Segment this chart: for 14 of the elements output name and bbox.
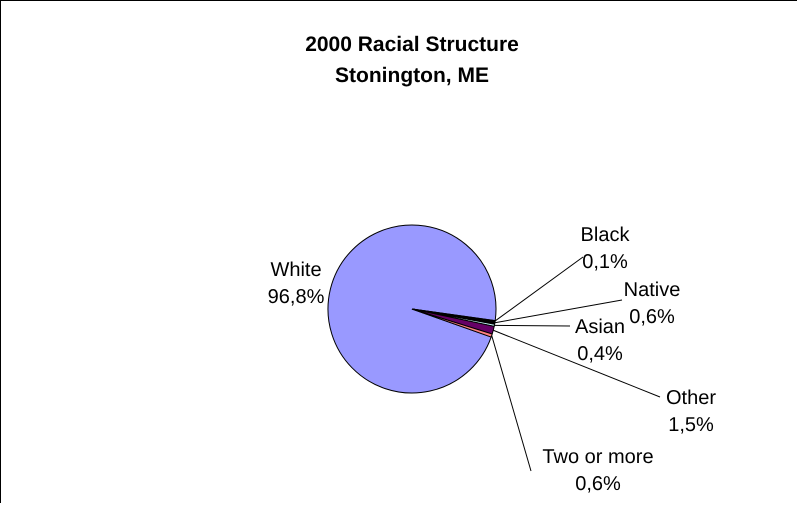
data-label: 0,6% — [629, 306, 676, 328]
data-label: 0,4% — [577, 343, 624, 365]
data-label: 0,6% — [575, 473, 622, 495]
slice-label: Black — [580, 224, 630, 246]
data-label: 1,5% — [668, 414, 714, 436]
slice-label: Two or more — [542, 446, 654, 468]
slice-label: White — [270, 259, 322, 281]
chart-title: 2000 Racial Structure — [305, 33, 519, 56]
slice-label: Asian — [574, 316, 626, 338]
chart-subtitle: Stonington, ME — [335, 64, 489, 87]
slice-label: Other — [666, 387, 716, 409]
data-label: 0,1% — [582, 251, 628, 273]
slice-label: Native — [624, 279, 680, 301]
data-label: 96,8% — [268, 286, 325, 308]
